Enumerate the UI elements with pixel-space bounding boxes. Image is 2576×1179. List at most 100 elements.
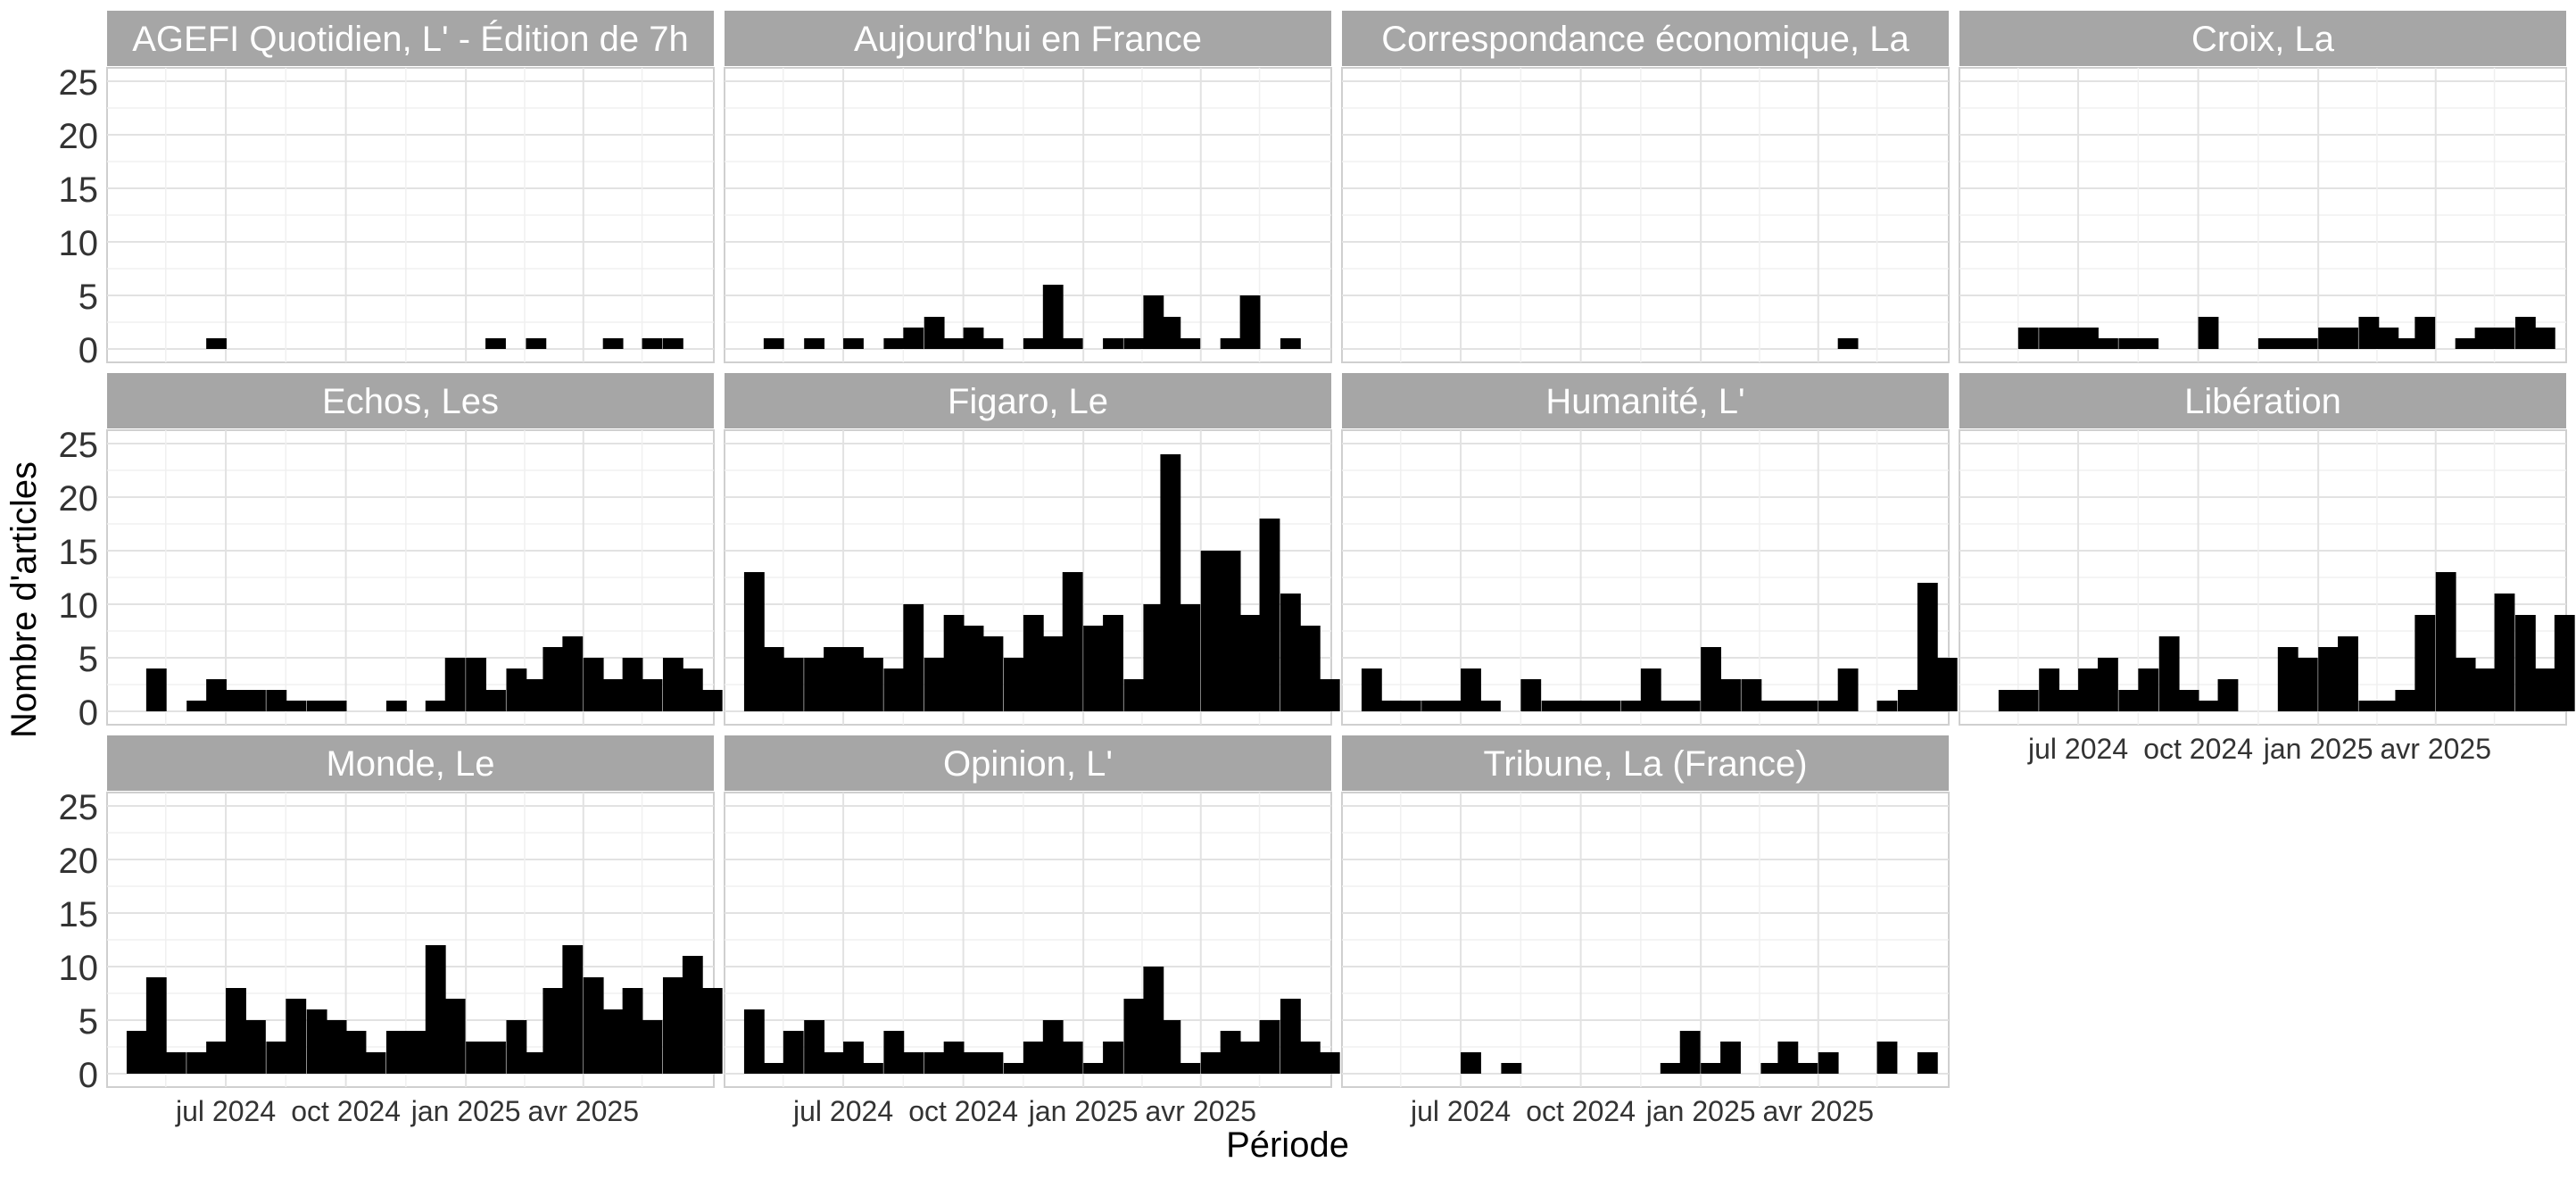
bar	[306, 701, 327, 711]
bar	[385, 1031, 407, 1074]
bar	[2494, 594, 2515, 711]
bar	[963, 626, 984, 711]
bar	[2494, 328, 2515, 349]
x-tick-label: jan 2025	[410, 1095, 521, 1127]
bar	[1259, 519, 1280, 711]
bar	[804, 338, 825, 349]
panel: Tribune, La (France) jul 2024 oct 2024 jan …	[1341, 735, 1950, 1127]
bar	[466, 658, 486, 711]
bar	[1319, 1052, 1340, 1074]
bar	[2178, 690, 2199, 711]
bar	[1660, 701, 1681, 711]
bar	[883, 1031, 905, 1074]
bar	[2378, 701, 2399, 711]
bar	[1936, 658, 1958, 711]
bar	[1837, 668, 1859, 711]
bar	[485, 1042, 506, 1074]
x-tick-label: avr 2025	[2380, 733, 2491, 765]
bar	[2198, 317, 2219, 349]
bar	[1062, 338, 1083, 349]
bar	[2039, 328, 2060, 349]
bar	[1003, 1063, 1024, 1074]
bar	[1280, 594, 1301, 711]
bar	[2534, 328, 2555, 349]
bar	[2138, 338, 2159, 349]
bar	[2318, 647, 2339, 711]
bar	[1180, 1063, 1201, 1074]
bar	[2455, 658, 2476, 711]
panel-strip	[107, 735, 714, 791]
bar	[543, 647, 564, 711]
bar	[1299, 626, 1321, 711]
bar	[1720, 1042, 1741, 1074]
bar	[444, 658, 466, 711]
bar	[1741, 679, 1762, 711]
y-tick-label: 20	[59, 479, 99, 519]
bar	[743, 1009, 765, 1074]
bar	[2118, 338, 2140, 349]
bar	[2118, 690, 2140, 711]
bar	[1062, 1042, 1083, 1074]
bar	[863, 658, 883, 711]
bar	[2257, 338, 2279, 349]
bar	[2058, 328, 2079, 349]
bar	[1042, 636, 1064, 711]
x-axis-title: Période	[1226, 1125, 1349, 1165]
bar	[165, 1052, 186, 1074]
bar	[186, 1052, 208, 1074]
bar	[2158, 636, 2180, 711]
bar	[1797, 1063, 1818, 1074]
bar	[2138, 668, 2159, 711]
bar	[1220, 1031, 1241, 1074]
panel-title: Libération	[2184, 382, 2341, 421]
bar	[903, 604, 924, 711]
bar	[206, 1042, 227, 1074]
bar	[843, 647, 864, 711]
bar	[2098, 338, 2118, 349]
bar	[2039, 668, 2060, 711]
bar	[1679, 1031, 1701, 1074]
bar	[226, 988, 246, 1074]
bar	[425, 945, 446, 1074]
bar	[2455, 338, 2476, 349]
bar	[1660, 1063, 1681, 1074]
bar	[1620, 701, 1642, 711]
panel-title: Echos, Les	[322, 382, 499, 421]
panel-title: Humanité, L'	[1545, 382, 1744, 421]
y-tick-label: 25	[59, 788, 99, 827]
bar	[266, 690, 287, 711]
bar	[206, 679, 227, 711]
bar	[2318, 328, 2339, 349]
bar	[1679, 701, 1701, 711]
x-tick-label: jul 2024	[2027, 733, 2128, 765]
bar	[1103, 338, 1123, 349]
bar	[1160, 454, 1181, 711]
bar	[1143, 967, 1164, 1074]
bar	[982, 636, 1004, 711]
bar	[863, 1063, 883, 1074]
bar	[682, 956, 703, 1074]
bar	[1180, 604, 1201, 711]
bar	[1580, 701, 1602, 711]
bar	[562, 636, 584, 711]
panel: Opinion, L' jul 2024 oct 2024 jan 2025 avr 2…	[724, 735, 1340, 1127]
x-tick-label: jul 2024	[175, 1095, 276, 1127]
panel: Echos, Les 0 5 10 15 20 25	[59, 373, 723, 733]
bar	[743, 572, 765, 711]
bar	[1123, 679, 1145, 711]
y-tick-label: 0	[79, 331, 98, 370]
bar	[843, 1042, 864, 1074]
bar	[622, 658, 643, 711]
bar	[963, 1052, 984, 1074]
bar	[2435, 572, 2456, 711]
bar	[2198, 701, 2219, 711]
bar	[924, 1052, 945, 1074]
panel: AGEFI Quotidien, L' - Édition de 7h 0 5 10 1…	[59, 11, 715, 370]
bar	[485, 338, 506, 349]
y-tick-label: 10	[59, 586, 99, 626]
bar	[365, 1052, 386, 1074]
panel-title: Croix, La	[2191, 20, 2335, 59]
bar	[1042, 1020, 1064, 1074]
bar	[1400, 701, 1421, 711]
bar	[126, 1031, 147, 1074]
